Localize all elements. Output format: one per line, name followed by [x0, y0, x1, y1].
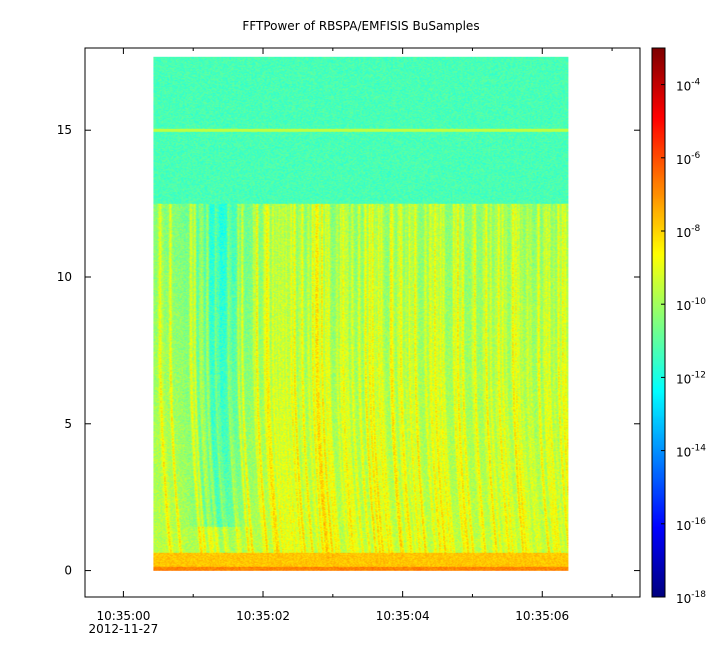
y-tick-label: 15 [57, 123, 72, 137]
colorbar-gradient [652, 48, 665, 597]
colorbar-tick-base: 10 [676, 80, 691, 94]
y-tick-label: 10 [57, 270, 72, 284]
colorbar-tick-base: 10 [676, 226, 691, 240]
colorbar-tick-exponent: -4 [691, 78, 700, 88]
x-tick-date-label: 2012-11-27 [89, 622, 159, 636]
colorbar-tick-label: 10-14 [676, 444, 706, 460]
colorbar-tick-exponent: -10 [691, 297, 706, 307]
colorbar-tick-base: 10 [676, 299, 691, 313]
colorbar-tick-label: 10-10 [676, 297, 706, 313]
x-tick-label: 10:35:00 [96, 609, 150, 623]
x-tick-label: 10:35:06 [515, 609, 569, 623]
colorbar-tick-base: 10 [676, 372, 691, 386]
colorbar-tick-base: 10 [676, 519, 691, 533]
colorbar-tick-exponent: -8 [691, 224, 700, 234]
colorbar-tick-label: 10-12 [676, 370, 706, 386]
colorbar-tick-label: 10-18 [676, 590, 706, 606]
colorbar-tick-exponent: -12 [691, 370, 706, 380]
colorbar-tick-label: 10-8 [676, 224, 701, 240]
spectrogram-image [153, 56, 569, 571]
x-tick-label: 10:35:04 [376, 609, 430, 623]
y-axis: 0 5 10 15 [57, 123, 640, 578]
chart-title: FFTPower of RBSPA/EMFISIS BuSamples [242, 19, 479, 33]
colorbar-tick-label: 10-6 [676, 151, 701, 167]
colorbar-tick-exponent: -6 [691, 151, 700, 161]
colorbar-tick-exponent: -18 [691, 590, 706, 600]
colorbar-tick-label: 10-4 [676, 78, 701, 94]
colorbar-tick-exponent: -14 [691, 444, 706, 454]
x-tick-label: 10:35:02 [236, 609, 290, 623]
colorbar-tick-base: 10 [676, 592, 691, 606]
colorbar-tick-exponent: -16 [691, 517, 706, 527]
y-tick-label: 0 [64, 564, 72, 578]
y-tick-label: 5 [64, 417, 72, 431]
plot-area [84, 47, 641, 598]
colorbar-tick-base: 10 [676, 446, 691, 460]
colorbar-tick-label: 10-16 [676, 517, 706, 533]
colorbar-tick-base: 10 [676, 153, 691, 167]
colorbar-frame [651, 47, 666, 598]
